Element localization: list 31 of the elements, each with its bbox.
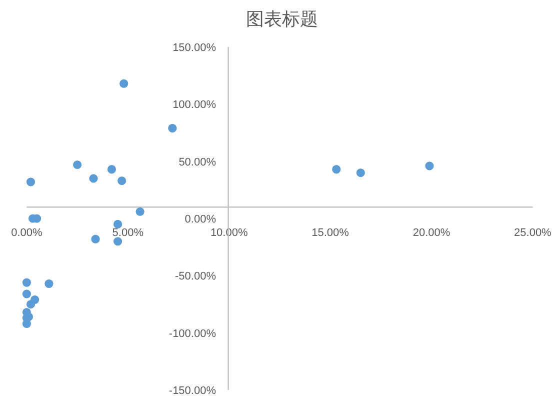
point: [89, 174, 98, 183]
point: [118, 176, 126, 186]
x-tick-label: 25.00%: [514, 227, 552, 239]
x-tick-label: 0.00%: [11, 227, 43, 239]
point: [73, 160, 82, 170]
point: [26, 300, 36, 309]
y-tick-label: 0.00%: [184, 214, 216, 226]
point: [107, 165, 116, 174]
y-tick-label: -150.00%: [168, 385, 216, 397]
point: [356, 168, 365, 178]
y-tick-label: 150.00%: [172, 42, 216, 54]
x-tick-label: 15.00%: [312, 227, 350, 239]
point: [120, 79, 128, 88]
point: [332, 165, 341, 174]
x-tick-label: 10.00%: [210, 227, 248, 239]
point: [22, 290, 31, 298]
y-tick-label: -100.00%: [168, 328, 216, 340]
y-tick-label: -50.00%: [175, 270, 216, 283]
x-tick-label: 20.00%: [412, 227, 450, 239]
y-tick-label: 50.00%: [178, 156, 216, 168]
chart-title: 图表标题: [246, 9, 318, 29]
point: [22, 278, 31, 287]
x-tick-label: 5.00%: [112, 227, 144, 239]
point: [168, 124, 177, 132]
point: [91, 234, 100, 244]
point: [113, 237, 122, 246]
point: [425, 162, 434, 170]
point: [136, 207, 144, 216]
y-tick-label: 100.00%: [172, 99, 216, 112]
point: [26, 178, 36, 186]
point: [44, 279, 54, 288]
